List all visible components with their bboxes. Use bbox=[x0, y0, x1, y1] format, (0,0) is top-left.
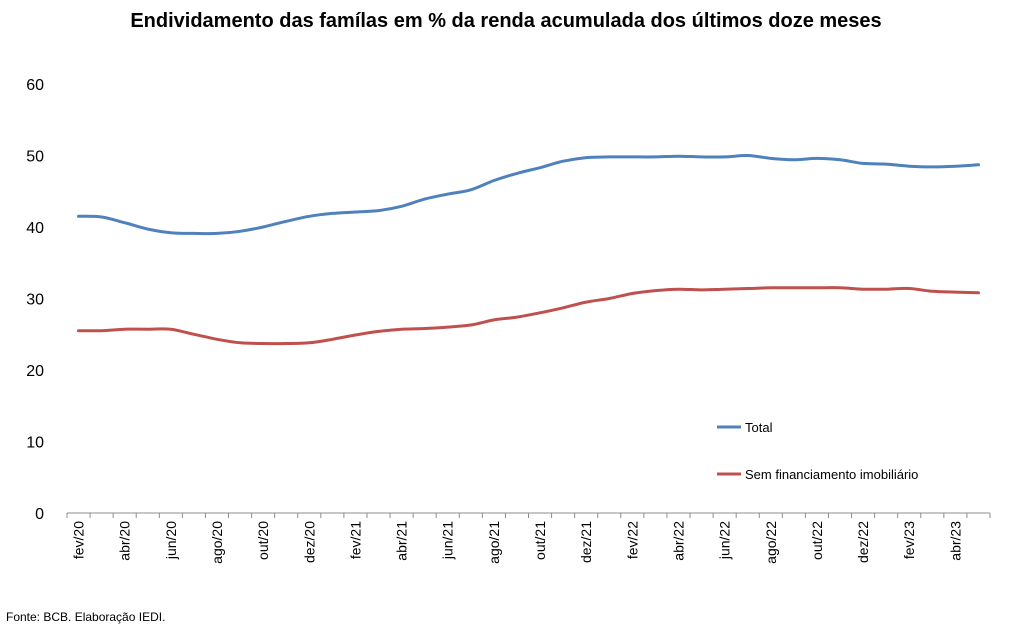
y-tick-label: 30 bbox=[26, 292, 44, 309]
y-tick-label: 60 bbox=[26, 77, 44, 94]
x-tick-label: out/20 bbox=[255, 521, 271, 560]
x-tick-label: fev/23 bbox=[901, 521, 917, 559]
chart-title: Endividamento das famílas em % da renda … bbox=[130, 10, 882, 32]
y-tick-label: 0 bbox=[35, 506, 44, 523]
x-tick-label: jun/21 bbox=[440, 521, 456, 560]
x-tick-label: jun/20 bbox=[163, 521, 179, 560]
x-tick-label: dez/21 bbox=[578, 521, 594, 563]
x-tick-label: abr/23 bbox=[947, 521, 963, 561]
y-tick-label: 10 bbox=[26, 435, 44, 452]
x-tick-label: ago/20 bbox=[209, 521, 225, 564]
x-tick-label: out/21 bbox=[532, 521, 548, 560]
series-lines bbox=[77, 153, 980, 346]
x-tick-label: jun/22 bbox=[717, 521, 733, 560]
y-tick-label: 50 bbox=[26, 149, 44, 166]
x-tick-label: out/22 bbox=[809, 521, 825, 560]
x-tick-label: abr/22 bbox=[670, 521, 686, 561]
x-tick-label: fev/21 bbox=[347, 521, 363, 559]
x-tick-label: ago/22 bbox=[763, 521, 779, 564]
y-tick-label: 20 bbox=[26, 363, 44, 380]
x-tick-label: ago/21 bbox=[486, 521, 502, 564]
x-tick-label: abr/20 bbox=[117, 521, 133, 561]
legend: Total Sem financiamento imobiliário bbox=[717, 420, 918, 482]
x-tick-label: abr/21 bbox=[394, 521, 410, 561]
legend-label: Sem financiamento imobiliário bbox=[745, 467, 918, 482]
x-tick-label: fev/20 bbox=[71, 521, 87, 559]
x-tick-label: dez/22 bbox=[855, 521, 871, 563]
y-tick-label: 40 bbox=[26, 220, 44, 237]
source-note: Fonte: BCB. Elaboração IEDI. bbox=[6, 610, 166, 624]
x-axis: fev/20 abr/20 jun/20 ago/20 out/20 dez/20 fev/… bbox=[66, 513, 991, 564]
x-tick-label: dez/20 bbox=[301, 521, 317, 563]
x-tick-label: fev/22 bbox=[624, 521, 640, 559]
series-line-sem-financiamento bbox=[77, 286, 980, 346]
legend-label: Total bbox=[745, 420, 773, 435]
y-axis: 0 10 20 30 40 50 60 bbox=[26, 77, 44, 523]
series-line-total bbox=[77, 153, 980, 236]
